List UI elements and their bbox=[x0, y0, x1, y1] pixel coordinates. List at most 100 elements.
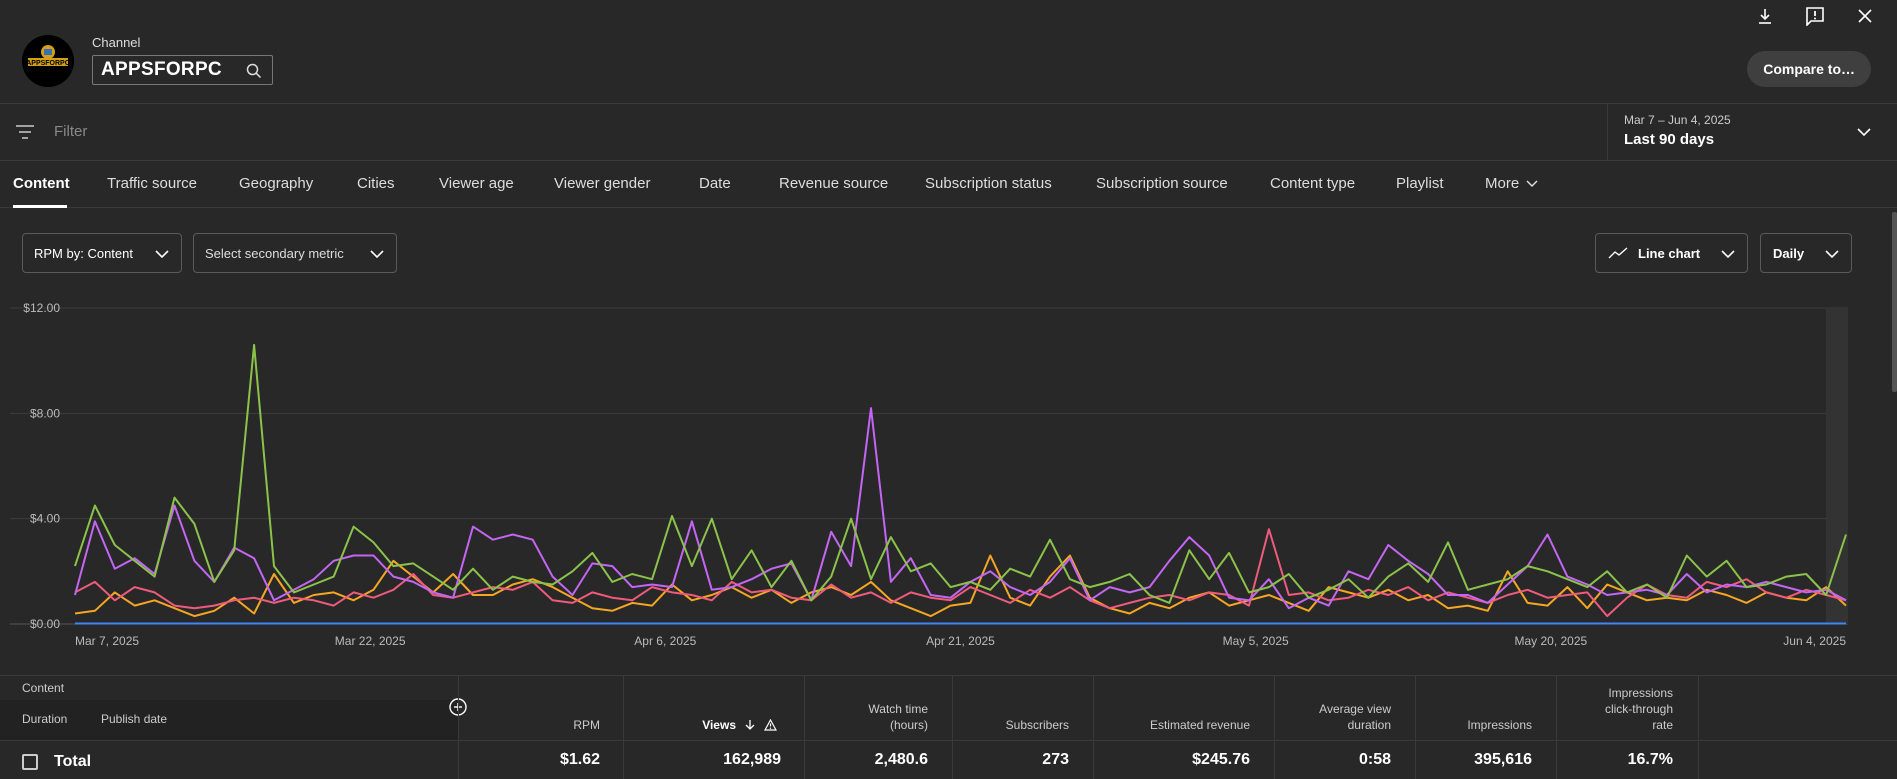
tab-revenue-source[interactable]: Revenue source bbox=[779, 175, 889, 192]
column-divider bbox=[1556, 741, 1557, 779]
views-column-header[interactable]: Views bbox=[702, 717, 777, 733]
total-label: Total bbox=[54, 753, 92, 770]
column-divider bbox=[623, 676, 624, 741]
total-row: Total $1.62 162,989 2,480.6 273 $245.76 … bbox=[0, 740, 1897, 779]
total-watch-time: 2,480.6 bbox=[874, 751, 928, 768]
total-views: 162,989 bbox=[723, 751, 781, 768]
tab-content-type[interactable]: Content type bbox=[1270, 175, 1356, 192]
impressions-column-header[interactable]: Impressions bbox=[1467, 718, 1532, 732]
x-tick-label: Mar 22, 2025 bbox=[335, 634, 406, 648]
chart-type-label: Line chart bbox=[1638, 245, 1701, 261]
series-line[interactable] bbox=[74, 554, 1847, 618]
series-line[interactable] bbox=[74, 407, 1847, 610]
channel-name: APPSFORPC bbox=[101, 59, 222, 80]
content-subheader: Duration Publish date bbox=[0, 700, 458, 741]
column-divider bbox=[1556, 676, 1557, 741]
filter-icon[interactable] bbox=[15, 124, 35, 145]
column-divider bbox=[1274, 676, 1275, 741]
column-divider bbox=[1415, 741, 1416, 779]
column-divider bbox=[1093, 741, 1094, 779]
chevron-down-icon bbox=[1526, 180, 1538, 188]
y-axis-labels: $0.00 $4.00 $8.00 $12.00 bbox=[23, 301, 60, 631]
total-avg-view-duration: 0:58 bbox=[1358, 751, 1391, 768]
sort-down-icon bbox=[745, 720, 755, 730]
scrollbar[interactable] bbox=[1892, 212, 1897, 392]
chevron-down-icon bbox=[1857, 124, 1871, 142]
x-tick-label: Apr 6, 2025 bbox=[634, 634, 696, 648]
granularity-dropdown[interactable]: Daily bbox=[1760, 233, 1852, 273]
rpm-line-chart[interactable]: $0.00 $4.00 $8.00 $12.00 Mar 7, 2025 Mar 22,… bbox=[0, 290, 1897, 660]
compare-to-button[interactable]: Compare to… bbox=[1747, 51, 1871, 87]
y-tick-label: $8.00 bbox=[30, 406, 60, 420]
tab-subscription-source[interactable]: Subscription source bbox=[1096, 175, 1228, 192]
column-divider bbox=[952, 676, 953, 741]
publish-date-column[interactable]: Publish date bbox=[101, 712, 168, 726]
total-ctr: 16.7% bbox=[1627, 751, 1673, 768]
date-range-text: Mar 7 – Jun 4, 2025 bbox=[1624, 113, 1731, 127]
column-divider bbox=[804, 676, 805, 741]
ctr-column-header[interactable]: Impressions click-through rate bbox=[1604, 686, 1673, 732]
tab-more[interactable]: More bbox=[1485, 175, 1538, 192]
tab-cities[interactable]: Cities bbox=[357, 175, 395, 192]
series-line[interactable] bbox=[74, 343, 1847, 604]
tab-traffic-source[interactable]: Traffic source bbox=[107, 175, 198, 192]
duration-column[interactable]: Duration bbox=[22, 712, 68, 726]
x-tick-label: Jun 4, 2025 bbox=[1783, 634, 1846, 648]
tab-playlist[interactable]: Playlist bbox=[1396, 175, 1444, 192]
total-impressions: 395,616 bbox=[1474, 751, 1532, 768]
feedback-icon[interactable] bbox=[1803, 4, 1827, 28]
close-icon[interactable] bbox=[1853, 4, 1877, 28]
chevron-down-icon bbox=[1825, 247, 1839, 262]
chevron-down-icon bbox=[370, 247, 384, 262]
subscribers-column-header[interactable]: Subscribers bbox=[1005, 718, 1069, 732]
total-estimated-revenue: $245.76 bbox=[1192, 751, 1250, 768]
series-line[interactable] bbox=[74, 528, 1847, 618]
download-icon[interactable] bbox=[1753, 4, 1777, 28]
line-chart-icon bbox=[1608, 247, 1628, 259]
chart-grid bbox=[10, 307, 1848, 625]
tab-date[interactable]: Date bbox=[699, 175, 731, 192]
estimated-revenue-column-header[interactable]: Estimated revenue bbox=[1149, 718, 1250, 732]
total-rpm: $1.62 bbox=[559, 751, 600, 768]
views-column-label: Views bbox=[702, 718, 736, 732]
rpm-column-header[interactable]: RPM bbox=[573, 718, 600, 732]
x-tick-label: Mar 7, 2025 bbox=[75, 634, 139, 648]
tab-viewer-gender[interactable]: Viewer gender bbox=[554, 175, 651, 192]
primary-metric-dropdown[interactable]: RPM by: Content bbox=[22, 233, 182, 273]
chart-type-dropdown[interactable]: Line chart bbox=[1595, 233, 1748, 273]
tab-content[interactable]: Content bbox=[13, 175, 70, 192]
active-tab-indicator bbox=[13, 205, 67, 208]
avatar[interactable]: APPSFORPC bbox=[22, 35, 74, 87]
y-tick-label: $12.00 bbox=[23, 301, 60, 315]
y-tick-label: $0.00 bbox=[30, 617, 60, 631]
avg-view-duration-column-header[interactable]: Average view duration bbox=[1319, 702, 1391, 732]
tab-viewer-age[interactable]: Viewer age bbox=[439, 175, 514, 192]
chevron-down-icon bbox=[155, 247, 169, 262]
watch-time-column-header[interactable]: Watch time (hours) bbox=[868, 702, 928, 732]
search-icon[interactable] bbox=[246, 63, 262, 84]
date-period: Last 90 days bbox=[1624, 131, 1715, 148]
top-icons bbox=[1753, 4, 1877, 28]
date-range-picker[interactable]: Mar 7 – Jun 4, 2025 Last 90 days bbox=[1607, 104, 1897, 161]
filter-input[interactable]: Filter bbox=[54, 123, 88, 140]
secondary-metric-dropdown[interactable]: Select secondary metric bbox=[193, 233, 397, 273]
tab-geography[interactable]: Geography bbox=[239, 175, 314, 192]
warning-icon[interactable] bbox=[764, 719, 777, 731]
x-tick-label: May 20, 2025 bbox=[1514, 634, 1587, 648]
column-divider bbox=[458, 741, 459, 779]
column-divider bbox=[952, 741, 953, 779]
tab-subscription-status[interactable]: Subscription status bbox=[925, 175, 1052, 192]
content-column-label: Content bbox=[22, 681, 65, 695]
chart-series bbox=[74, 343, 1847, 625]
secondary-metric-label: Select secondary metric bbox=[205, 245, 344, 261]
svg-text:APPSFORPC: APPSFORPC bbox=[26, 60, 70, 67]
column-divider bbox=[1698, 676, 1699, 741]
table-header: Content Duration Publish date RPM Views … bbox=[0, 675, 1897, 741]
channel-search-box[interactable]: APPSFORPC bbox=[92, 55, 273, 85]
primary-metric-label: RPM by: Content bbox=[34, 245, 133, 261]
column-divider bbox=[804, 741, 805, 779]
chevron-down-icon bbox=[1721, 247, 1735, 262]
x-tick-label: May 5, 2025 bbox=[1223, 634, 1289, 648]
total-checkbox[interactable] bbox=[22, 754, 38, 770]
channel-logo: APPSFORPC bbox=[22, 35, 74, 87]
